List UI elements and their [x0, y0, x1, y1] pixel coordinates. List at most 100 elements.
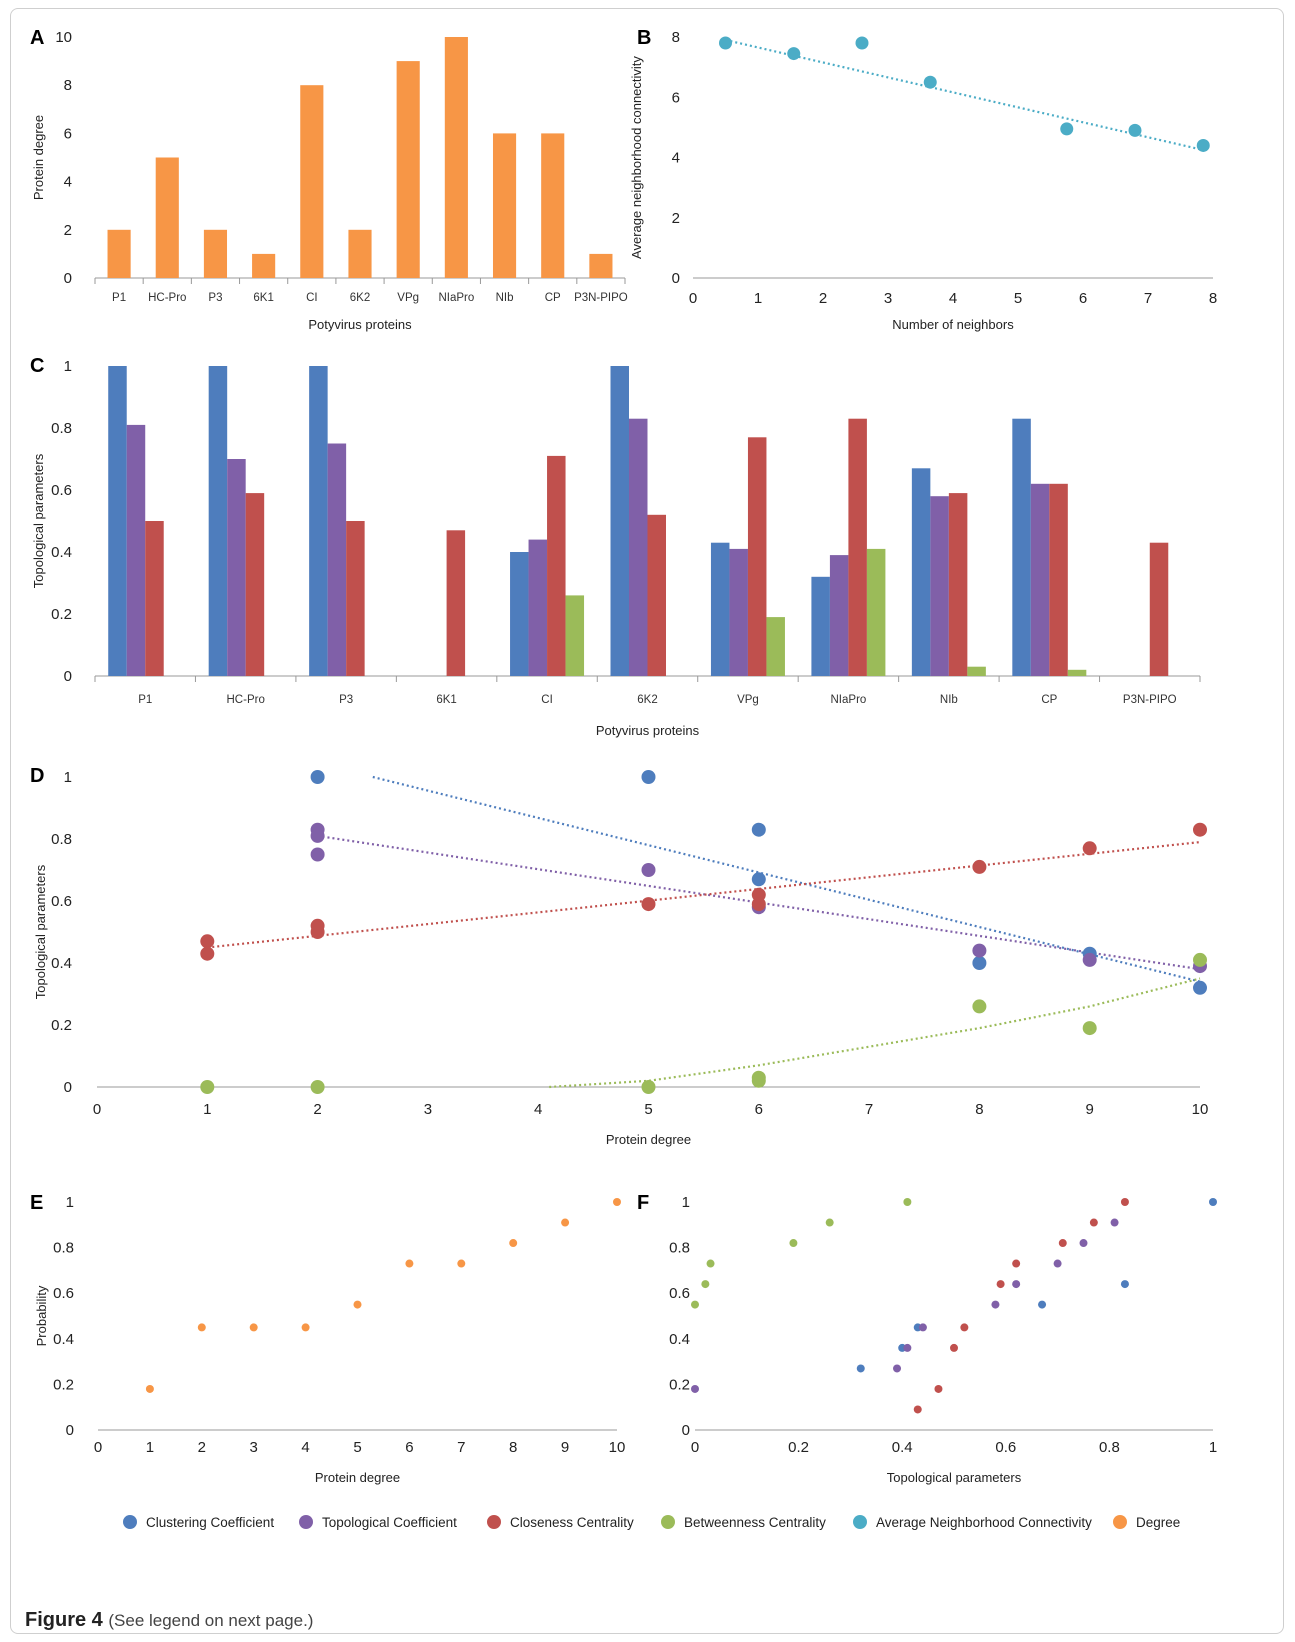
data-point-d — [1082, 952, 1097, 967]
data-point-f — [893, 1364, 902, 1373]
ytick-label-e: 0.6 — [53, 1285, 74, 1302]
caption-text: (See legend on next page.) — [108, 1611, 314, 1630]
category-label-c: NIaPro — [831, 694, 867, 706]
data-point-d — [310, 770, 325, 784]
data-point-f — [1089, 1218, 1098, 1227]
data-point-f — [691, 1384, 699, 1393]
data-point-f — [934, 1384, 943, 1393]
bar-c — [848, 418, 867, 676]
ytick-label-d: 1 — [64, 769, 72, 786]
ytick-label-a: 4 — [64, 174, 72, 191]
bar-c — [327, 443, 347, 676]
bar-a — [252, 253, 276, 278]
bar-c — [309, 366, 328, 676]
xtick-label-f: 0.4 — [892, 1439, 913, 1456]
caption-label: Figure 4 — [25, 1609, 103, 1631]
y-axis-label-e: Probability — [34, 1285, 49, 1346]
ytick-label-a: 0 — [64, 270, 72, 287]
category-label-c: P3 — [339, 694, 353, 706]
data-point-f — [1120, 1280, 1129, 1289]
data-point-d — [641, 897, 656, 912]
trendline-d — [549, 977, 1201, 1089]
data-point-b — [1128, 123, 1142, 137]
bar-c — [967, 666, 986, 676]
bar-c — [510, 552, 529, 676]
xtick-label-d: 9 — [1086, 1101, 1094, 1118]
y-axis-label-b: Average neighborhood connectivity — [629, 56, 644, 259]
x-axis-label-b: Number of neighbors — [892, 317, 1014, 332]
data-point-f — [960, 1323, 969, 1332]
bar-c — [208, 366, 228, 676]
category-label-c: 6K1 — [436, 694, 456, 706]
data-point-b — [787, 47, 801, 61]
data-point-f — [903, 1343, 912, 1352]
data-point-e — [405, 1259, 414, 1268]
ytick-label-e: 0.8 — [53, 1240, 74, 1257]
xtick-label-b: 7 — [1144, 290, 1152, 307]
bar-c — [948, 493, 968, 676]
data-point-f — [991, 1300, 1000, 1309]
ytick-label-f: 0 — [682, 1422, 690, 1439]
ytick-label-a: 6 — [64, 125, 72, 142]
data-point-f — [1058, 1239, 1067, 1248]
ytick-label-c: 0.2 — [51, 606, 72, 623]
data-point-d — [751, 822, 766, 837]
data-point-f — [903, 1198, 912, 1206]
data-point-d — [972, 859, 987, 874]
bar-c — [811, 576, 830, 676]
xtick-label-d: 2 — [313, 1101, 321, 1118]
bar-c — [866, 548, 886, 676]
xtick-label-e: 8 — [509, 1439, 517, 1456]
panel-label-c: C — [30, 355, 44, 377]
ytick-label-e: 0.2 — [53, 1376, 74, 1393]
data-point-d — [751, 872, 766, 887]
x-axis-label-e: Protein degree — [315, 1470, 400, 1485]
bar-a — [492, 133, 517, 278]
data-point-f — [1038, 1300, 1047, 1309]
y-axis-label-c: Topological parameters — [31, 453, 46, 588]
data-point-e — [613, 1198, 621, 1206]
ytick-label-f: 0.8 — [669, 1240, 690, 1257]
legend-swatch — [661, 1515, 675, 1529]
bar-c — [1149, 542, 1169, 676]
xtick-label-e: 10 — [609, 1439, 626, 1456]
bar-c — [227, 459, 246, 676]
legend-label: Degree — [1136, 1515, 1180, 1530]
trendline-d — [207, 841, 1201, 949]
bar-a — [300, 85, 324, 278]
data-point-f — [1079, 1239, 1088, 1248]
data-point-f — [1012, 1280, 1021, 1289]
bar-a — [203, 229, 228, 278]
ytick-label-a: 8 — [64, 77, 72, 94]
data-point-d — [200, 934, 215, 949]
bar-c — [547, 455, 566, 676]
ytick-label-c: 0.6 — [51, 482, 72, 499]
data-point-d — [310, 1080, 325, 1094]
category-label-c: P1 — [138, 694, 152, 706]
data-point-d — [972, 943, 987, 958]
bar-c — [930, 496, 949, 676]
data-point-f — [691, 1300, 699, 1309]
xtick-label-e: 9 — [561, 1439, 569, 1456]
figure-canvas: A B C D E F P1 HC-Pro P3 6K1 CI 6K2 VPg NIaPro N… — [30, 27, 1217, 1530]
data-point-d — [1082, 841, 1097, 856]
xtick-label-e: 1 — [146, 1439, 154, 1456]
data-point-d — [751, 897, 766, 912]
data-point-e — [457, 1259, 466, 1268]
data-point-e — [145, 1384, 154, 1393]
category-label-a: P3N-PIPO — [574, 292, 628, 304]
x-axis-label-c: Potyvirus proteins — [596, 723, 700, 738]
data-point-e — [301, 1323, 310, 1332]
legend-swatch — [299, 1515, 313, 1529]
ytick-label-d: 0.4 — [51, 955, 72, 972]
data-point-d — [1193, 822, 1207, 837]
xtick-label-f: 1 — [1209, 1439, 1217, 1456]
xtick-label-e: 0 — [94, 1439, 102, 1456]
ytick-label-e: 1 — [66, 1194, 74, 1211]
x-axis-label-a: Potyvirus proteins — [308, 317, 412, 332]
bar-c — [710, 542, 730, 676]
data-point-f — [950, 1343, 958, 1352]
ytick-label-d: 0 — [64, 1079, 72, 1096]
bar-a — [107, 229, 131, 278]
xtick-label-b: 8 — [1209, 290, 1217, 307]
